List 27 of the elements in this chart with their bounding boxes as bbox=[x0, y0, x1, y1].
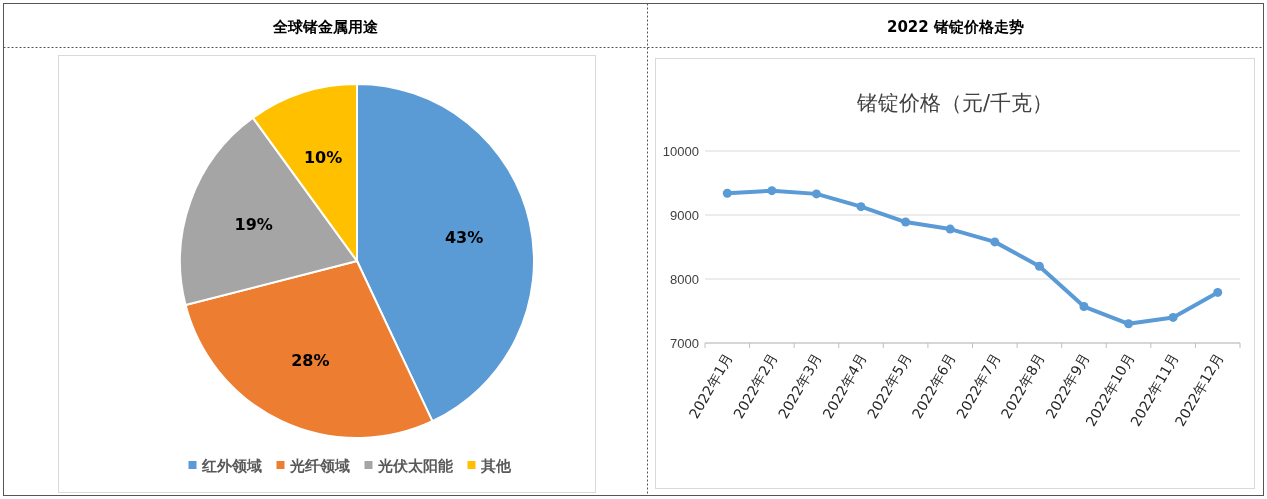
legend-label: 其他 bbox=[479, 457, 512, 475]
y-tick-label: 7000 bbox=[670, 336, 699, 351]
point bbox=[1124, 319, 1134, 329]
chart-subtitle: 锗锭价格（元/千克） bbox=[855, 91, 1054, 115]
data-label: 28% bbox=[291, 351, 330, 371]
legend-label: 光纤领域 bbox=[288, 457, 350, 475]
point bbox=[811, 189, 821, 199]
point bbox=[767, 186, 777, 196]
point bbox=[1034, 261, 1044, 271]
y-tick-label: 10000 bbox=[662, 144, 699, 159]
point bbox=[722, 188, 732, 198]
y-tick-label: 8000 bbox=[670, 272, 699, 287]
point bbox=[990, 237, 1000, 247]
legend-label: 光伏太阳能 bbox=[376, 457, 454, 475]
chart-title: 全球锗金属用途 bbox=[271, 18, 379, 36]
point bbox=[856, 202, 866, 212]
legend-label: 红外领域 bbox=[200, 457, 262, 475]
point bbox=[901, 217, 911, 227]
point bbox=[1168, 312, 1178, 322]
y-tick-label: 9000 bbox=[670, 208, 699, 223]
data-label: 10% bbox=[303, 147, 343, 167]
data-label: 43% bbox=[444, 228, 484, 248]
chart-title: 2022 锗锭价格走势 bbox=[887, 18, 1024, 36]
point bbox=[1213, 287, 1223, 297]
point bbox=[1079, 302, 1089, 312]
data-label: 19% bbox=[234, 214, 273, 234]
point bbox=[945, 224, 955, 234]
